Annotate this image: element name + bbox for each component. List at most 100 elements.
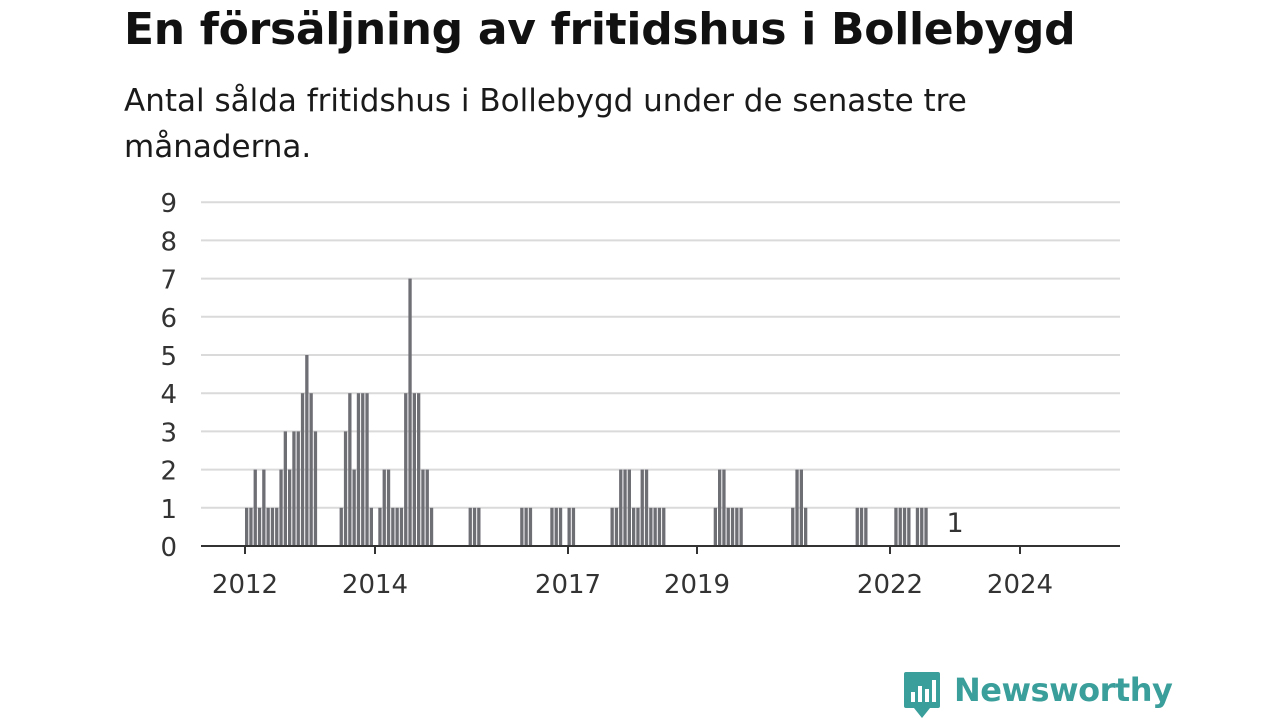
bar <box>657 507 662 546</box>
bar <box>270 507 275 546</box>
bar <box>554 507 558 546</box>
brand-name: Newsworthy <box>954 671 1173 709</box>
bar <box>550 507 554 546</box>
bar <box>309 393 313 546</box>
bar <box>623 469 627 546</box>
bar <box>662 507 666 546</box>
bar <box>571 507 576 546</box>
bar <box>365 393 369 546</box>
bar <box>300 393 305 546</box>
bar <box>924 507 928 546</box>
bar <box>425 469 429 546</box>
bar <box>279 469 283 546</box>
bar <box>795 469 799 546</box>
bar <box>391 507 395 546</box>
x-tick-label: 2014 <box>342 570 408 600</box>
bar <box>739 507 743 546</box>
bar <box>855 507 859 546</box>
bar <box>275 507 279 546</box>
bar <box>520 507 524 546</box>
bar <box>378 507 382 546</box>
bar <box>283 431 287 546</box>
bar <box>399 507 404 546</box>
bar <box>305 355 309 546</box>
bar <box>404 393 408 546</box>
bar <box>395 507 399 546</box>
bar <box>614 507 619 546</box>
y-tick-label: 8 <box>160 227 177 257</box>
annotations: 1 <box>947 508 964 539</box>
bar <box>735 507 739 546</box>
bar <box>429 507 434 546</box>
bar <box>412 393 416 546</box>
bar <box>864 507 868 546</box>
bar <box>619 469 623 546</box>
bar <box>343 431 348 546</box>
bar <box>266 507 270 546</box>
bar <box>718 469 722 546</box>
bar <box>253 469 257 546</box>
bar <box>262 469 266 546</box>
y-tick-label: 2 <box>160 457 177 487</box>
y-tick-label: 5 <box>160 342 177 372</box>
bar <box>898 507 902 546</box>
bar <box>799 469 803 546</box>
bar <box>288 469 292 546</box>
y-tick-label: 9 <box>160 189 177 219</box>
bar <box>730 507 735 546</box>
chart-title: En försäljning av fritidshus i Bollebygd <box>124 4 1076 55</box>
chart-subtitle: Antal sålda fritidshus i Bollebygd under… <box>124 83 967 165</box>
bar <box>421 469 425 546</box>
bar <box>477 507 481 546</box>
bar <box>348 393 352 546</box>
bar <box>649 507 653 546</box>
bar <box>296 431 300 546</box>
bar <box>528 507 533 546</box>
bar <box>627 469 631 546</box>
bar <box>257 507 262 546</box>
bar <box>245 507 249 546</box>
bars <box>245 278 928 546</box>
newsworthy-brand: Newsworthy <box>902 670 1173 720</box>
bar <box>713 507 717 546</box>
bar <box>408 278 412 546</box>
y-tick-label: 1 <box>160 495 177 525</box>
bar <box>524 507 528 546</box>
bar <box>722 469 726 546</box>
bar <box>632 507 636 546</box>
bar <box>361 393 365 546</box>
bar <box>313 431 318 546</box>
bar <box>382 469 386 546</box>
bar <box>915 507 920 546</box>
bar <box>920 507 924 546</box>
bar <box>791 507 795 546</box>
newsworthy-logo-icon <box>904 672 940 718</box>
y-axis-ticks: 0 1 2 3 4 5 6 7 8 9 <box>160 189 177 563</box>
bar <box>352 469 356 546</box>
bar <box>558 507 563 546</box>
last-value-label: 1 <box>947 508 964 539</box>
bar <box>894 507 898 546</box>
x-tick-label: 2019 <box>664 570 730 600</box>
gridlines <box>201 201 1120 509</box>
bar <box>640 469 644 546</box>
bar <box>726 507 730 546</box>
bar <box>339 507 343 546</box>
bar <box>644 469 649 546</box>
x-tick-label: 2012 <box>212 570 278 600</box>
bar <box>636 507 640 546</box>
bar <box>859 507 864 546</box>
x-tick-label: 2022 <box>857 570 923 600</box>
y-tick-label: 3 <box>160 418 177 448</box>
bar <box>417 393 421 546</box>
x-tick-label: 2024 <box>987 570 1053 600</box>
bar <box>356 393 361 546</box>
x-axis: 2012 2014 2017 2019 2022 2024 <box>201 545 1120 600</box>
bar <box>610 507 614 546</box>
bar <box>907 507 911 546</box>
y-tick-label: 4 <box>160 380 177 410</box>
y-tick-label: 6 <box>160 304 177 334</box>
bar <box>386 469 391 546</box>
